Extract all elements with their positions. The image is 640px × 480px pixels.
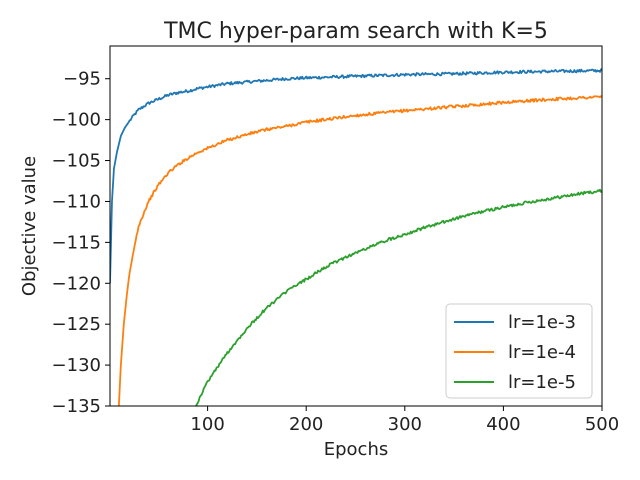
series-line-lr-1e-5 <box>195 188 602 406</box>
y-tick-label: −115 <box>52 232 101 253</box>
y-tick-label: −100 <box>52 110 101 131</box>
y-tick-label: −120 <box>52 273 101 294</box>
plot-frame <box>109 45 603 407</box>
x-tick-label: 200 <box>289 414 323 435</box>
x-tick-label: 100 <box>190 414 224 435</box>
y-tick-label: −135 <box>52 396 101 417</box>
y-tick-label: −110 <box>52 191 101 212</box>
x-tick-label: 400 <box>486 414 520 435</box>
legend-box <box>445 303 593 399</box>
x-tick-label: 500 <box>585 414 619 435</box>
x-axis-label: Epochs <box>324 439 389 460</box>
series-line-lr-1e-3 <box>110 68 602 284</box>
legend-label: lr=1e-5 <box>508 372 576 393</box>
y-axis-label: Objective value <box>19 156 40 296</box>
chart-title: TMC hyper-param search with K=5 <box>163 19 548 44</box>
legend-label: lr=1e-3 <box>508 312 576 333</box>
y-tick-label: −105 <box>52 151 101 172</box>
y-tick-label: −95 <box>63 69 101 90</box>
legend-label: lr=1e-4 <box>508 342 576 363</box>
x-tick-label: 300 <box>388 414 422 435</box>
series-line-lr-1e-4 <box>117 95 602 406</box>
series-layer <box>110 68 602 406</box>
x-axis: 100 200 300 400 500 <box>190 406 619 435</box>
y-axis: −135 −130 −125 −120 −115 −110 −105 −100 −95 <box>52 69 110 417</box>
y-tick-label: −130 <box>52 355 101 376</box>
legend: lr=1e-3 lr=1e-4 lr=1e-5 <box>445 303 593 399</box>
y-tick-label: −125 <box>52 314 101 335</box>
